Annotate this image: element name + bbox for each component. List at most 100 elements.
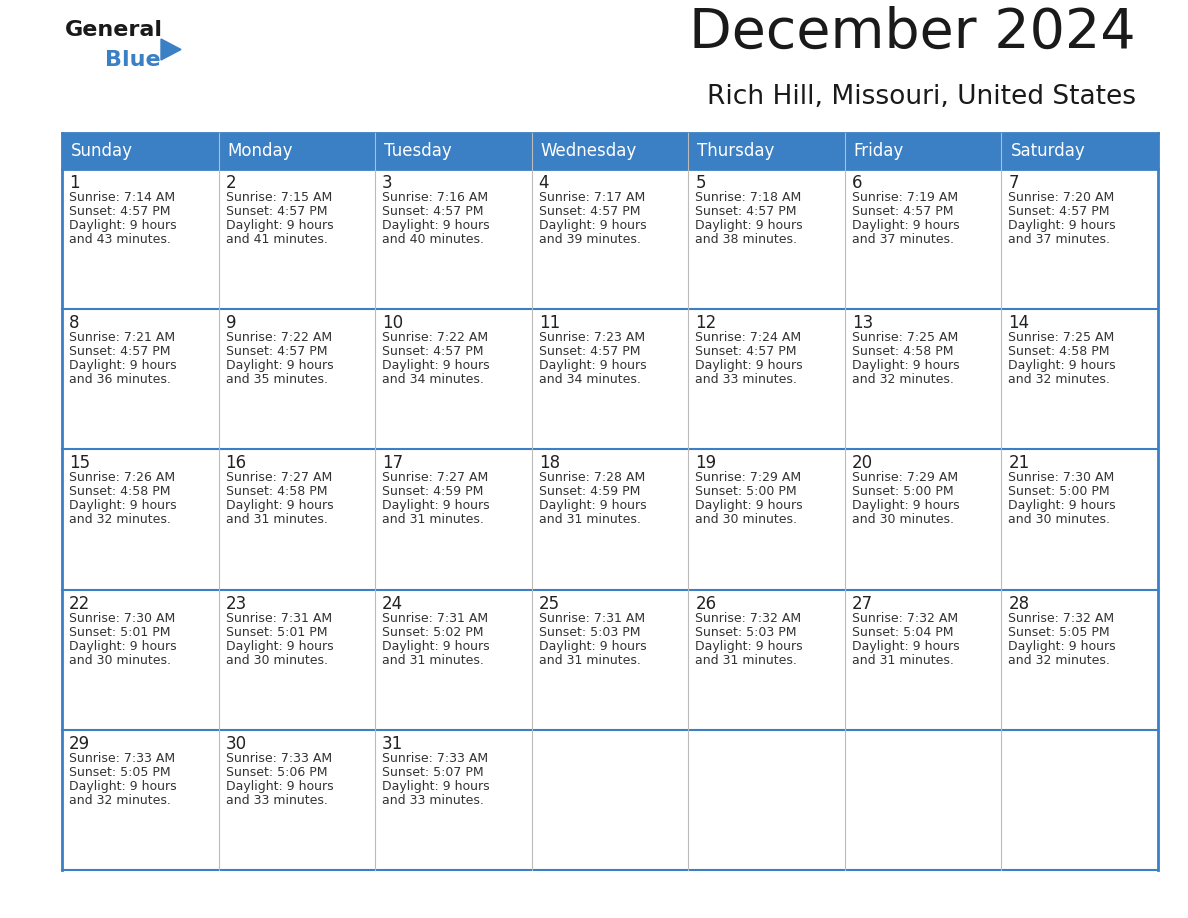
Text: Sunset: 4:57 PM: Sunset: 4:57 PM <box>1009 205 1110 218</box>
Text: and 30 minutes.: and 30 minutes. <box>1009 513 1111 526</box>
Bar <box>62 450 219 589</box>
Text: Sunset: 4:57 PM: Sunset: 4:57 PM <box>226 345 327 358</box>
Bar <box>219 133 375 169</box>
Bar <box>219 450 375 589</box>
Text: Daylight: 9 hours: Daylight: 9 hours <box>1009 640 1116 653</box>
Text: 27: 27 <box>852 595 873 612</box>
Text: Sunset: 4:57 PM: Sunset: 4:57 PM <box>69 345 171 358</box>
Text: and 31 minutes.: and 31 minutes. <box>383 654 484 666</box>
Text: and 32 minutes.: and 32 minutes. <box>69 794 171 807</box>
Text: 22: 22 <box>69 595 90 612</box>
Text: Daylight: 9 hours: Daylight: 9 hours <box>383 219 489 232</box>
Text: Sunrise: 7:16 AM: Sunrise: 7:16 AM <box>383 191 488 204</box>
Text: Sunrise: 7:31 AM: Sunrise: 7:31 AM <box>538 611 645 624</box>
Bar <box>688 169 845 309</box>
Text: Daylight: 9 hours: Daylight: 9 hours <box>695 219 803 232</box>
Text: and 41 minutes.: and 41 minutes. <box>226 233 328 246</box>
Text: Sunset: 5:05 PM: Sunset: 5:05 PM <box>69 766 171 778</box>
Text: and 30 minutes.: and 30 minutes. <box>226 654 328 666</box>
Text: and 34 minutes.: and 34 minutes. <box>538 374 640 386</box>
Bar <box>375 309 532 450</box>
Text: and 32 minutes.: and 32 minutes. <box>852 374 954 386</box>
Bar <box>62 133 219 169</box>
Text: Daylight: 9 hours: Daylight: 9 hours <box>538 640 646 653</box>
Text: Sunrise: 7:15 AM: Sunrise: 7:15 AM <box>226 191 331 204</box>
Text: Sunset: 5:05 PM: Sunset: 5:05 PM <box>1009 625 1110 639</box>
Text: 9: 9 <box>226 314 236 332</box>
Text: Daylight: 9 hours: Daylight: 9 hours <box>69 219 177 232</box>
Bar <box>845 730 1001 870</box>
Bar <box>375 133 532 169</box>
Text: Sunset: 4:57 PM: Sunset: 4:57 PM <box>383 345 484 358</box>
Bar <box>62 730 219 870</box>
Text: 3: 3 <box>383 174 393 192</box>
Text: Saturday: Saturday <box>1011 142 1085 160</box>
Text: Sunrise: 7:23 AM: Sunrise: 7:23 AM <box>538 331 645 344</box>
Bar <box>688 450 845 589</box>
Bar <box>845 450 1001 589</box>
Bar <box>375 730 532 870</box>
Text: and 33 minutes.: and 33 minutes. <box>695 374 797 386</box>
Text: 13: 13 <box>852 314 873 332</box>
Text: 10: 10 <box>383 314 403 332</box>
Text: 4: 4 <box>538 174 549 192</box>
Text: 18: 18 <box>538 454 560 473</box>
Bar <box>62 589 219 730</box>
Text: 26: 26 <box>695 595 716 612</box>
Text: Daylight: 9 hours: Daylight: 9 hours <box>1009 219 1116 232</box>
Text: and 31 minutes.: and 31 minutes. <box>852 654 954 666</box>
Bar <box>375 169 532 309</box>
Bar <box>532 169 688 309</box>
Text: 15: 15 <box>69 454 90 473</box>
Text: Sunrise: 7:22 AM: Sunrise: 7:22 AM <box>226 331 331 344</box>
Text: and 37 minutes.: and 37 minutes. <box>852 233 954 246</box>
Bar <box>688 133 845 169</box>
Text: Sunrise: 7:25 AM: Sunrise: 7:25 AM <box>852 331 958 344</box>
Text: and 43 minutes.: and 43 minutes. <box>69 233 171 246</box>
Text: Sunrise: 7:20 AM: Sunrise: 7:20 AM <box>1009 191 1114 204</box>
Text: Sunrise: 7:32 AM: Sunrise: 7:32 AM <box>1009 611 1114 624</box>
Text: Sunset: 4:58 PM: Sunset: 4:58 PM <box>852 345 953 358</box>
Text: Sunrise: 7:18 AM: Sunrise: 7:18 AM <box>695 191 802 204</box>
Text: 1: 1 <box>69 174 80 192</box>
Text: and 40 minutes.: and 40 minutes. <box>383 233 485 246</box>
Text: Wednesday: Wednesday <box>541 142 637 160</box>
Text: Sunset: 5:03 PM: Sunset: 5:03 PM <box>695 625 797 639</box>
Text: and 31 minutes.: and 31 minutes. <box>538 654 640 666</box>
Text: Sunrise: 7:29 AM: Sunrise: 7:29 AM <box>695 472 802 485</box>
Text: Daylight: 9 hours: Daylight: 9 hours <box>69 779 177 793</box>
Text: Sunrise: 7:31 AM: Sunrise: 7:31 AM <box>383 611 488 624</box>
Bar <box>375 450 532 589</box>
Text: Daylight: 9 hours: Daylight: 9 hours <box>69 640 177 653</box>
Text: Daylight: 9 hours: Daylight: 9 hours <box>852 219 960 232</box>
Polygon shape <box>162 39 181 60</box>
Bar <box>688 589 845 730</box>
Bar <box>375 589 532 730</box>
Text: Daylight: 9 hours: Daylight: 9 hours <box>852 640 960 653</box>
Text: Daylight: 9 hours: Daylight: 9 hours <box>1009 499 1116 512</box>
Bar <box>1001 450 1158 589</box>
Text: Sunrise: 7:22 AM: Sunrise: 7:22 AM <box>383 331 488 344</box>
Text: and 32 minutes.: and 32 minutes. <box>69 513 171 526</box>
Bar <box>219 169 375 309</box>
Text: Daylight: 9 hours: Daylight: 9 hours <box>226 219 333 232</box>
Text: Daylight: 9 hours: Daylight: 9 hours <box>852 359 960 372</box>
Text: Sunrise: 7:29 AM: Sunrise: 7:29 AM <box>852 472 958 485</box>
Text: Sunrise: 7:25 AM: Sunrise: 7:25 AM <box>1009 331 1114 344</box>
Text: 8: 8 <box>69 314 80 332</box>
Text: Sunset: 5:01 PM: Sunset: 5:01 PM <box>226 625 327 639</box>
Text: and 32 minutes.: and 32 minutes. <box>1009 654 1111 666</box>
Bar <box>219 589 375 730</box>
Text: Monday: Monday <box>228 142 293 160</box>
Bar <box>62 169 219 309</box>
Text: Sunset: 4:57 PM: Sunset: 4:57 PM <box>226 205 327 218</box>
Text: and 31 minutes.: and 31 minutes. <box>383 513 484 526</box>
Text: Daylight: 9 hours: Daylight: 9 hours <box>226 359 333 372</box>
Bar <box>219 309 375 450</box>
Text: and 33 minutes.: and 33 minutes. <box>226 794 328 807</box>
Text: 2: 2 <box>226 174 236 192</box>
Text: Sunrise: 7:14 AM: Sunrise: 7:14 AM <box>69 191 175 204</box>
Text: 5: 5 <box>695 174 706 192</box>
Text: Daylight: 9 hours: Daylight: 9 hours <box>1009 359 1116 372</box>
Bar <box>1001 169 1158 309</box>
